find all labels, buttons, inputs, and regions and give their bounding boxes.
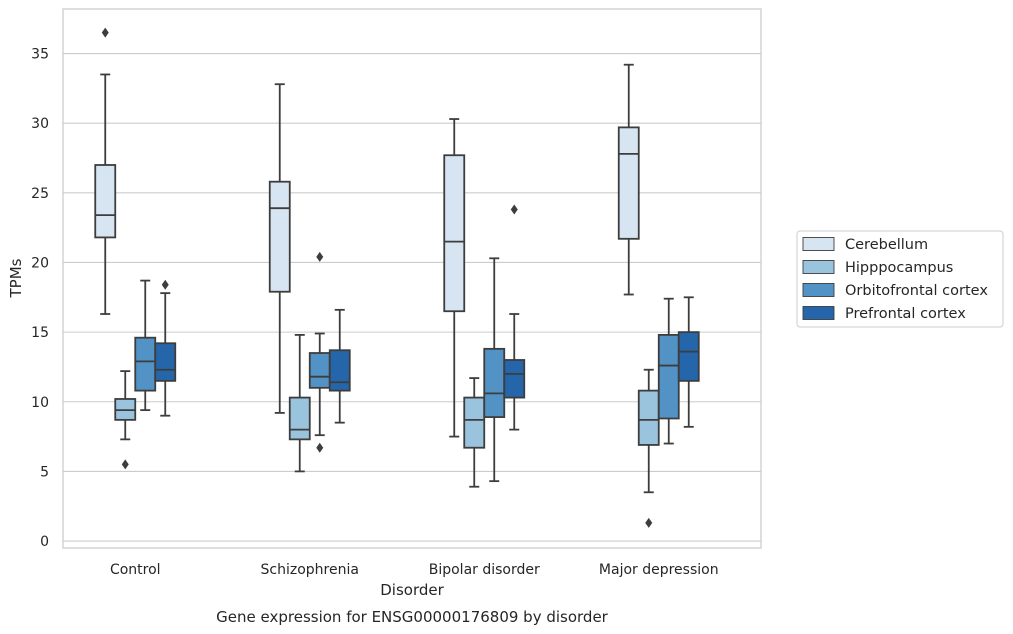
legend-swatch — [802, 260, 835, 274]
legend-label: Prefrontal cortex — [845, 306, 966, 322]
box-iqr — [617, 126, 640, 240]
y-axis-ticks: 0 5 10 15 20 25 30 35 — [31, 47, 49, 550]
outlier-point — [510, 204, 518, 215]
box-prefrontal-cortex — [328, 308, 351, 424]
box-cerebellum — [617, 63, 640, 296]
legend-swatch — [802, 306, 835, 320]
box-iqr — [443, 154, 466, 313]
box-iqr — [268, 180, 291, 293]
legend-label: Orbitofrontal cortex — [845, 283, 988, 299]
box-prefrontal-cortex — [154, 279, 177, 417]
box-orbitofrontal-cortex — [308, 251, 331, 453]
y-tick-label: 35 — [31, 47, 49, 63]
x-tick-label: Major depression — [599, 562, 719, 578]
box-plots — [94, 27, 700, 528]
box-orbitofrontal-cortex — [134, 279, 157, 412]
box-cerebellum — [443, 118, 466, 438]
box-iqr — [503, 359, 526, 399]
box-iqr — [154, 342, 177, 382]
box-iqr — [288, 396, 311, 441]
box-cerebellum — [94, 27, 117, 315]
outlier-point — [121, 459, 129, 470]
plot-area-frame — [62, 8, 762, 549]
box-iqr — [134, 336, 157, 392]
box-prefrontal-cortex — [677, 296, 700, 428]
outlier-point — [316, 251, 324, 262]
legend-label: Hipppocampus — [845, 260, 953, 276]
legend-label: Cerebellum — [845, 237, 928, 253]
box-iqr — [657, 334, 680, 420]
y-tick-label: 25 — [31, 186, 49, 202]
x-tick-label: Bipolar disorder — [429, 562, 540, 578]
outlier-point — [101, 27, 109, 38]
box-hipppocampus — [463, 377, 486, 488]
box-iqr — [328, 349, 351, 392]
box-hipppocampus — [114, 370, 137, 470]
box-iqr — [483, 347, 506, 418]
box-iqr — [463, 396, 486, 449]
y-tick-label: 5 — [40, 464, 49, 480]
outlier-point — [161, 279, 169, 290]
y-tick-label: 0 — [40, 534, 49, 550]
box-iqr — [677, 331, 700, 382]
y-tick-label: 15 — [31, 325, 49, 341]
legend: Cerebellum Hipppocampus Orbitofrontal cort… — [796, 230, 1004, 328]
x-tick-label: Control — [110, 562, 161, 578]
y-axis-label: TPMs — [7, 258, 25, 298]
y-tick-label: 30 — [31, 116, 49, 132]
y-tick-label: 20 — [31, 255, 49, 271]
outlier-point — [316, 442, 324, 453]
x-tick-label: Schizophrenia — [261, 562, 359, 578]
box-prefrontal-cortex — [503, 204, 526, 431]
box-cerebellum — [268, 83, 291, 414]
box-hipppocampus — [288, 334, 311, 473]
box-hipppocampus — [637, 368, 660, 528]
box-orbitofrontal-cortex — [483, 257, 506, 483]
outlier-point — [645, 517, 653, 528]
y-tick-label: 10 — [31, 395, 49, 411]
box-iqr — [94, 164, 117, 239]
box-orbitofrontal-cortex — [657, 297, 680, 445]
chart-title: Gene expression for ENSG00000176809 by d… — [216, 608, 609, 626]
x-axis-label: Disorder — [380, 581, 444, 599]
box-iqr — [637, 389, 660, 446]
gridlines — [63, 53, 761, 542]
legend-swatch — [802, 237, 835, 251]
legend-frame — [796, 230, 1004, 328]
legend-swatch — [802, 283, 835, 297]
x-axis-ticks: Control Schizophrenia Bipolar disorder Majo… — [110, 562, 719, 578]
box-iqr — [308, 352, 331, 389]
